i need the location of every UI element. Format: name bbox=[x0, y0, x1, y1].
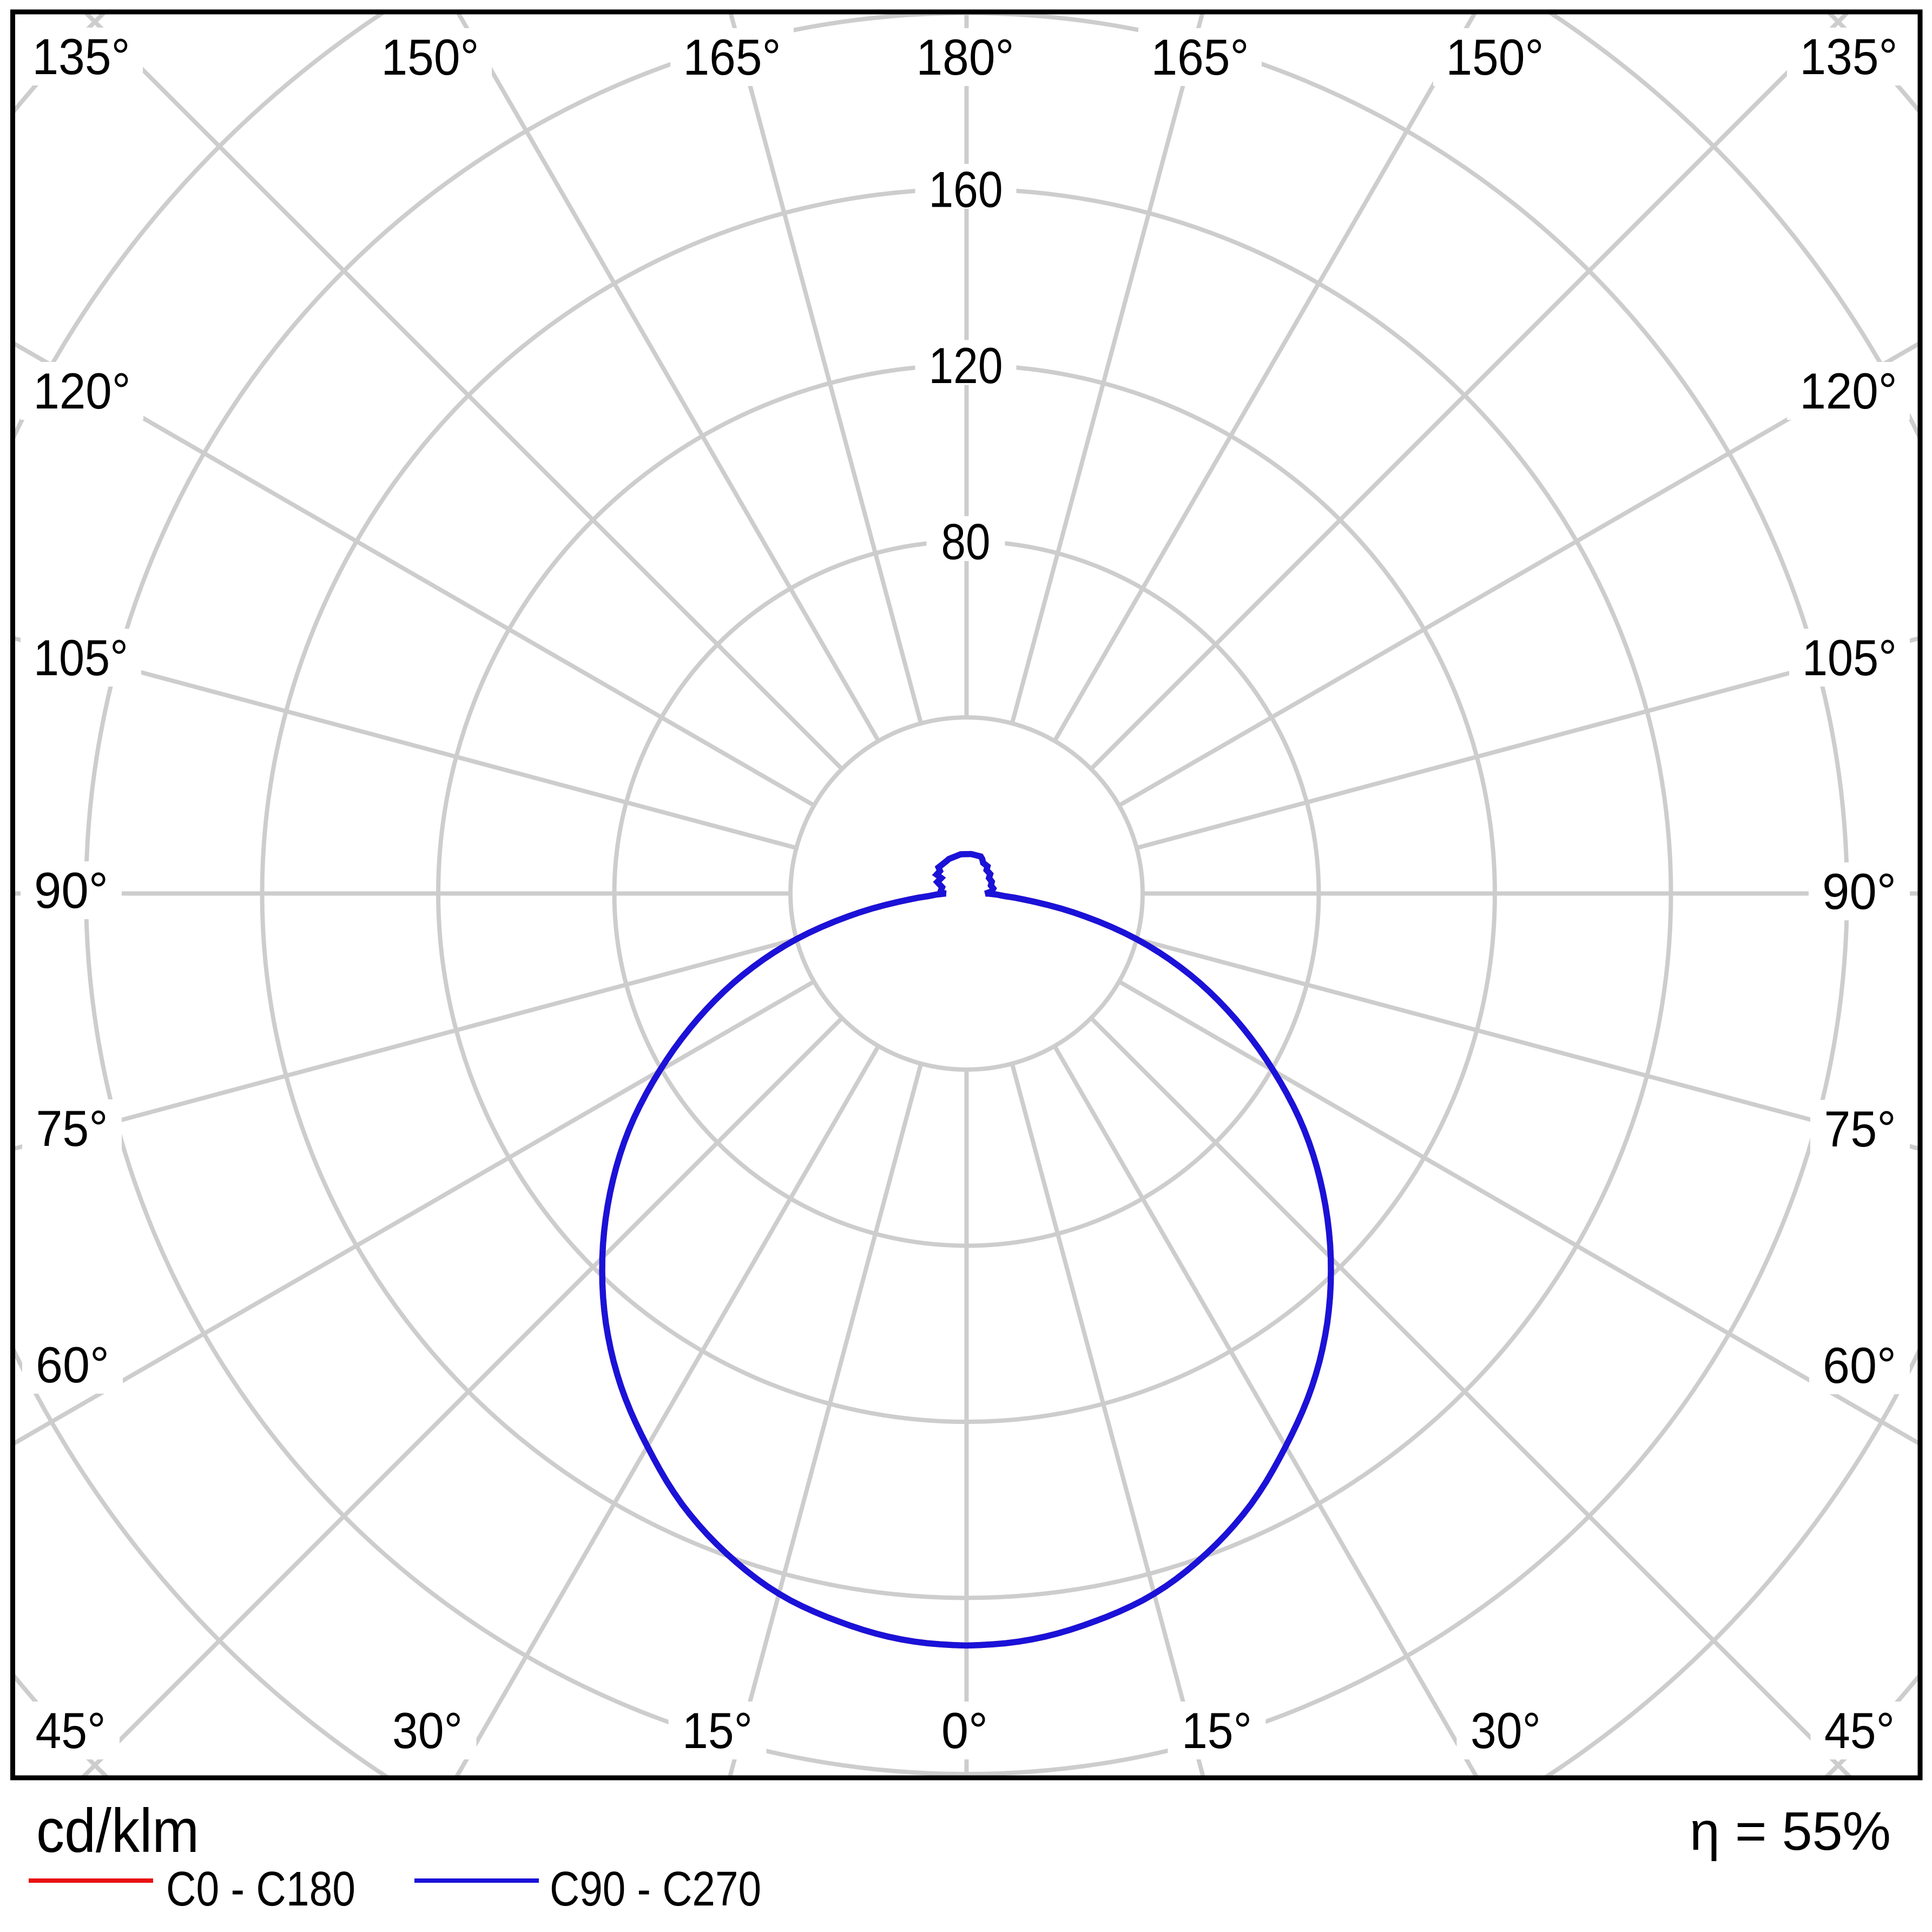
svg-text:180°: 180° bbox=[916, 29, 1014, 85]
svg-text:105°: 105° bbox=[34, 629, 128, 686]
svg-text:80: 80 bbox=[941, 513, 991, 570]
svg-text:150°: 150° bbox=[1446, 29, 1544, 85]
svg-text:90°: 90° bbox=[1822, 863, 1896, 920]
svg-text:165°: 165° bbox=[1151, 29, 1249, 85]
svg-text:105°: 105° bbox=[1802, 629, 1897, 686]
svg-text:15°: 15° bbox=[1182, 1702, 1252, 1759]
svg-text:135°: 135° bbox=[32, 28, 130, 85]
svg-text:75°: 75° bbox=[1824, 1100, 1896, 1157]
svg-text:0°: 0° bbox=[941, 1702, 988, 1759]
svg-text:160: 160 bbox=[929, 161, 1003, 218]
svg-text:C0 - C180: C0 - C180 bbox=[166, 1862, 355, 1916]
svg-text:45°: 45° bbox=[1824, 1702, 1895, 1759]
svg-text:165°: 165° bbox=[683, 29, 781, 85]
svg-text:60°: 60° bbox=[1823, 1337, 1896, 1394]
svg-text:30°: 30° bbox=[1471, 1702, 1541, 1759]
svg-text:90°: 90° bbox=[34, 862, 108, 919]
svg-text:60°: 60° bbox=[36, 1336, 109, 1393]
svg-text:C90 - C270: C90 - C270 bbox=[550, 1862, 761, 1916]
svg-text:30°: 30° bbox=[392, 1702, 463, 1759]
svg-text:120°: 120° bbox=[1800, 362, 1897, 419]
svg-text:75°: 75° bbox=[36, 1100, 108, 1157]
svg-text:120: 120 bbox=[929, 337, 1003, 394]
svg-text:η = 55%: η = 55% bbox=[1690, 1801, 1891, 1862]
svg-text:135°: 135° bbox=[1800, 28, 1898, 85]
svg-text:150°: 150° bbox=[381, 29, 479, 85]
svg-text:15°: 15° bbox=[682, 1702, 753, 1759]
svg-text:cd/klm: cd/klm bbox=[36, 1797, 199, 1865]
svg-text:45°: 45° bbox=[36, 1702, 106, 1759]
svg-text:120°: 120° bbox=[34, 362, 131, 419]
